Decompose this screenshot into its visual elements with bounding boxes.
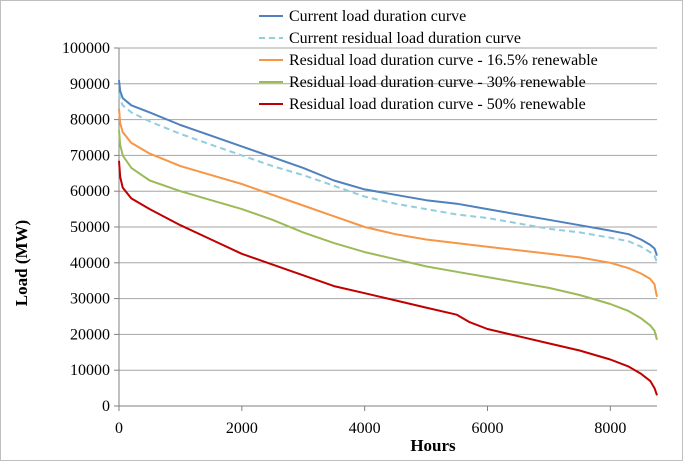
y-tick-label: 60000 [70, 183, 110, 200]
series-line-4 [118, 130, 658, 341]
x-tick-label: 8000 [594, 420, 626, 437]
legend-label-5: Residual load duration curve - 50% renew… [289, 96, 586, 113]
x-tick-label: 0 [115, 420, 123, 437]
series-line-5 [118, 160, 658, 396]
y-tick-label: 10000 [70, 362, 110, 379]
x-tick-label: 4000 [349, 420, 381, 437]
legend-label-3: Residual load duration curve - 16.5% ren… [289, 52, 598, 69]
x-tick-label: 2000 [226, 420, 258, 437]
legend-label-2: Current residual load duration curve [289, 30, 521, 47]
y-tick-label: 0 [102, 398, 110, 415]
y-axis-title: Load (MW) [12, 220, 31, 306]
series-layer [118, 80, 658, 396]
legend: Current load duration curve Current resid… [259, 8, 598, 113]
series-line-3 [118, 108, 658, 298]
y-tick-label: 90000 [70, 76, 110, 93]
y-tick-label: 80000 [70, 112, 110, 129]
y-tick-label: 50000 [70, 219, 110, 236]
grid-layer [119, 47, 657, 371]
y-tick-label: 100000 [62, 40, 110, 57]
y-tick-label: 40000 [70, 255, 110, 272]
y-tick-label: 20000 [70, 326, 110, 343]
y-tick-label: 30000 [70, 291, 110, 308]
series-line-1 [118, 80, 658, 256]
axis-layer: 0100002000030000400005000060000700008000… [62, 40, 657, 437]
legend-label-1: Current load duration curve [289, 8, 466, 25]
series-line-2 [118, 92, 658, 264]
y-tick-label: 70000 [70, 147, 110, 164]
x-axis-title: Hours [410, 436, 456, 455]
x-tick-label: 6000 [471, 420, 503, 437]
legend-label-4: Residual load duration curve - 30% renew… [289, 74, 586, 91]
